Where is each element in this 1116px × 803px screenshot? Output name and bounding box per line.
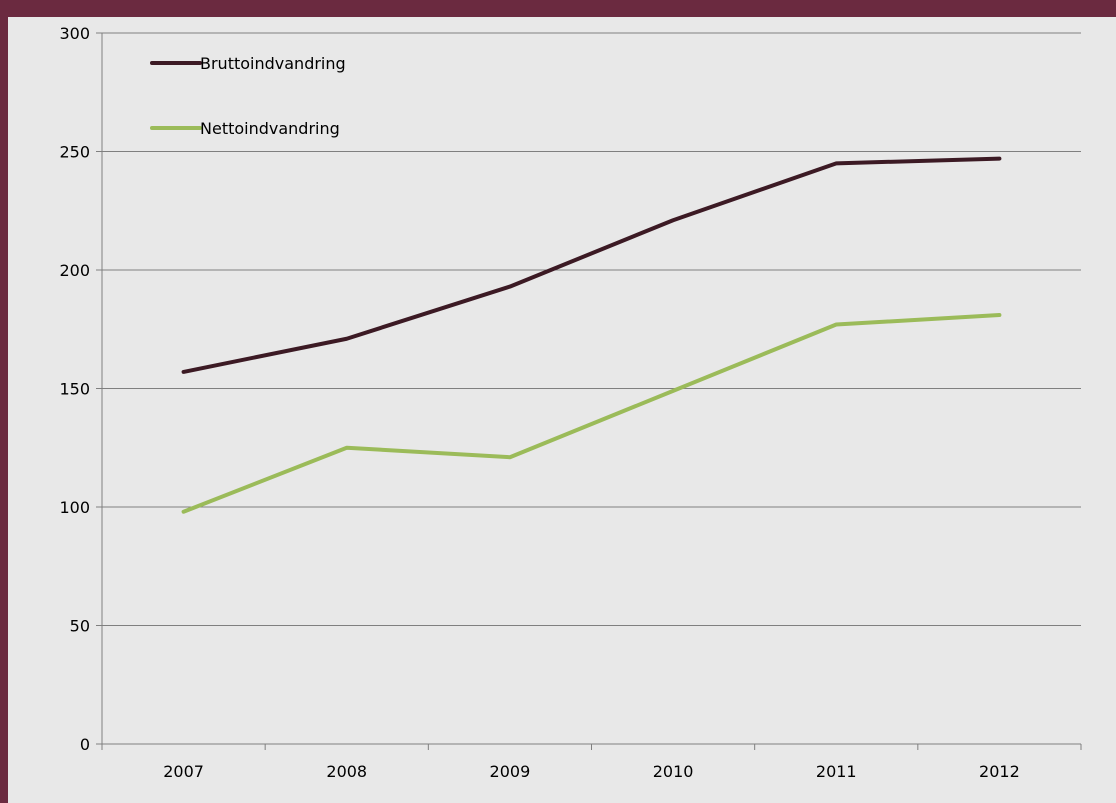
y-tick-label: 150 bbox=[59, 380, 90, 399]
y-tick-label: 300 bbox=[59, 24, 90, 43]
y-tick-label: 200 bbox=[59, 261, 90, 280]
y-tick-label: 100 bbox=[59, 498, 90, 517]
series-lines bbox=[181, 156, 1002, 514]
legend-label: Nettoindvandring bbox=[200, 119, 340, 138]
x-tick-label: 2011 bbox=[816, 762, 857, 781]
x-axis-ticks: 2007 2008 2009 2010 2011 2012 bbox=[101, 744, 1082, 781]
gridlines bbox=[102, 32, 1081, 626]
y-tick-label: 250 bbox=[59, 143, 90, 162]
legend-label: Bruttoindvandring bbox=[200, 54, 346, 73]
x-tick-label: 2008 bbox=[326, 762, 367, 781]
legend: Bruttoindvandring Nettoindvandring bbox=[150, 54, 346, 138]
x-tick-label: 2007 bbox=[163, 762, 204, 781]
y-tick-label: 50 bbox=[70, 617, 90, 636]
x-tick-label: 2012 bbox=[979, 762, 1020, 781]
x-tick-label: 2009 bbox=[490, 762, 531, 781]
series-line-nettoindvandring bbox=[181, 313, 1002, 514]
y-tick-label: 0 bbox=[80, 735, 90, 754]
x-tick-label: 2010 bbox=[653, 762, 694, 781]
series-line-bruttoindvandring bbox=[181, 156, 1002, 374]
y-axis-ticks: 0 50 100 150 200 250 300 bbox=[59, 24, 102, 754]
